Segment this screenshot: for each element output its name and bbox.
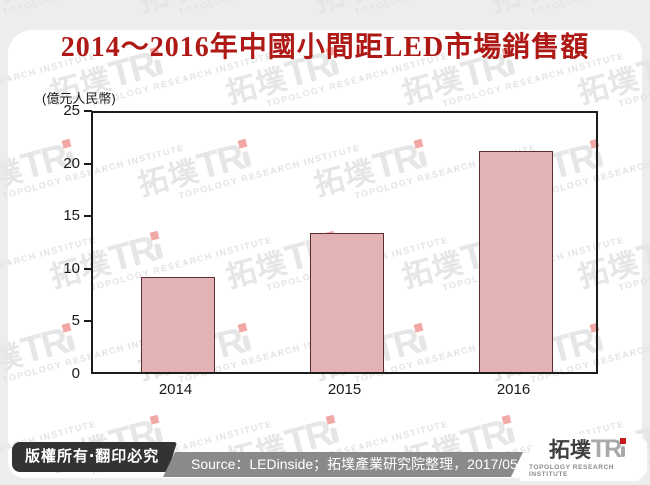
plot-area [91, 111, 598, 374]
y-tick-mark [84, 320, 92, 323]
bar-2016 [478, 151, 553, 372]
watermark-cjk: 拓墣 [135, 0, 203, 18]
copyright-banner: 版權所有‧翻印必究 [12, 442, 177, 472]
x-tick-label: 2015 [327, 381, 362, 398]
watermark-cjk: 拓墣 [311, 0, 379, 18]
y-tick-mark [84, 267, 92, 270]
watermark-latin: TR [17, 0, 71, 3]
y-tick-label: 10 [63, 259, 80, 277]
logo-subtitle: TOPOLOGY RESEARCH INSTITUTE [529, 464, 615, 478]
tri-logo: 拓墣TR [549, 437, 627, 462]
logo-cjk-text: 拓墣 [548, 439, 591, 462]
y-axis-unit-label: (億元人民幣) [42, 91, 116, 106]
watermark-latin: TR [545, 0, 599, 3]
watermark-subtitle: TOPOLOGY RESEARCH INSTITUTE [495, 0, 650, 26]
watermark-latin: TR [369, 0, 423, 3]
logo-latin-text: TR [590, 435, 621, 463]
watermark-cjk: 拓墣 [487, 0, 555, 18]
watermark-subtitle: TOPOLOGY RESEARCH INSTITUTE [0, 0, 186, 26]
logo-i-glyph-icon [620, 438, 627, 457]
chart-title: 2014～2016年中國小間距LED市場銷售額 [60, 32, 590, 63]
x-tick-label: 2016 [496, 381, 531, 398]
y-tick-label: 25 [63, 102, 80, 119]
source-text: Source：LEDinside；拓墣產業研究院整理，2017/05 [191, 456, 518, 472]
y-tick-label: 20 [63, 154, 80, 172]
y-tick-mark [84, 162, 92, 165]
logo-i-red-dot [620, 438, 626, 444]
bar-2015 [309, 233, 384, 372]
y-tick-label: 15 [63, 207, 80, 225]
y-tick-mark [84, 110, 92, 112]
y-tick-mark [84, 215, 92, 218]
copyright-text: 版權所有‧翻印必究 [25, 448, 160, 465]
bar-2014 [140, 277, 215, 372]
watermark-subtitle: TOPOLOGY RESEARCH INSTITUTE [319, 0, 538, 26]
watermark-subtitle: TOPOLOGY RESEARCH INSTITUTE [143, 0, 362, 26]
tri-logo-panel: 拓墣TR TOPOLOGY RESEARCH INSTITUTE [519, 434, 647, 481]
watermark-cjk: 拓墣 [0, 0, 27, 18]
x-tick-label: 2014 [158, 381, 193, 398]
y-tick-label: 0 [71, 365, 80, 382]
y-tick-label: 5 [71, 312, 80, 330]
logo-i-stem [621, 446, 625, 457]
watermark-latin: TR [193, 0, 247, 3]
source-banner: Source：LEDinside；拓墣產業研究院整理，2017/05 [163, 452, 523, 477]
